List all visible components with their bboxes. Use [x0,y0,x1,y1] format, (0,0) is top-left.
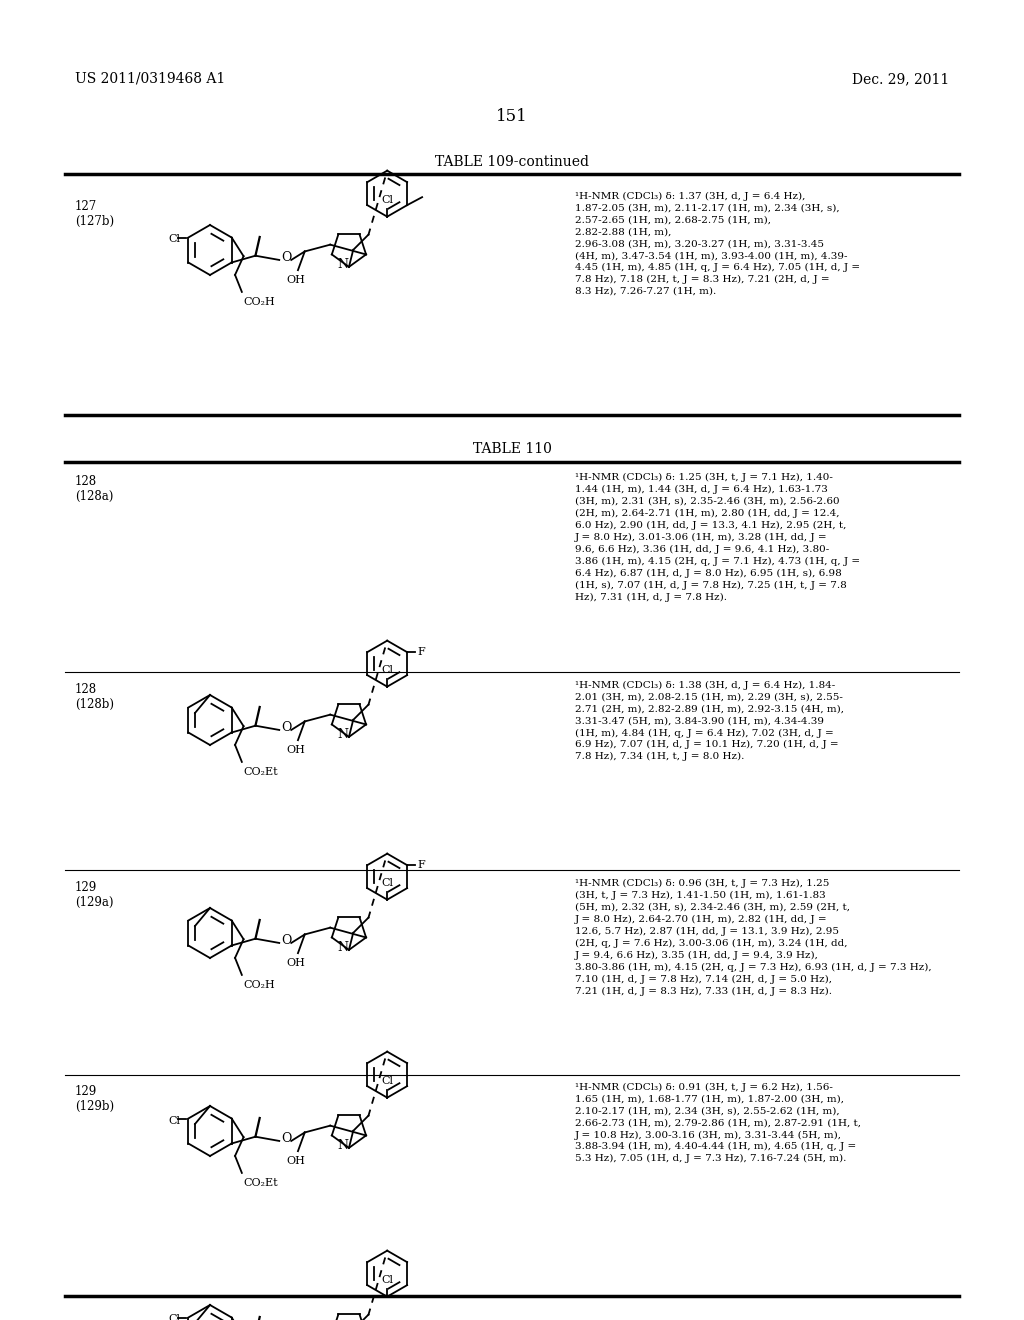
Text: CO₂Et: CO₂Et [244,767,279,777]
Text: 128: 128 [75,475,97,488]
Text: CO₂H: CO₂H [244,297,275,306]
Text: N: N [338,729,348,742]
Text: (129b): (129b) [75,1100,114,1113]
Text: O: O [281,1133,292,1146]
Text: 129: 129 [75,880,97,894]
Text: Cl: Cl [381,1275,393,1284]
Text: Cl: Cl [381,665,393,675]
Text: N: N [338,1139,348,1152]
Text: O: O [281,935,292,948]
Text: TABLE 109-continued: TABLE 109-continued [435,154,589,169]
Text: US 2011/0319468 A1: US 2011/0319468 A1 [75,73,225,86]
Text: OH: OH [287,958,305,968]
Text: TABLE 110: TABLE 110 [472,442,552,455]
Text: Cl: Cl [381,1076,393,1085]
Text: O: O [281,722,292,734]
Text: ¹H-NMR (CDCl₃) δ: 1.25 (3H, t, J = 7.1 Hz), 1.40-
1.44 (1H, m), 1.44 (3H, d, J =: ¹H-NMR (CDCl₃) δ: 1.25 (3H, t, J = 7.1 H… [575,473,860,602]
Text: N: N [338,941,348,954]
Text: N: N [338,259,348,272]
Text: Cl: Cl [168,1315,180,1320]
Text: 127: 127 [75,201,97,213]
Text: Cl: Cl [381,194,393,205]
Text: CO₂Et: CO₂Et [244,1177,279,1188]
Text: OH: OH [287,275,305,285]
Text: 128: 128 [75,682,97,696]
Text: (127b): (127b) [75,215,114,228]
Text: ¹H-NMR (CDCl₃) δ: 1.37 (3H, d, J = 6.4 Hz),
1.87-2.05 (3H, m), 2.11-2.17 (1H, m): ¹H-NMR (CDCl₃) δ: 1.37 (3H, d, J = 6.4 H… [575,191,860,296]
Text: O: O [281,251,292,264]
Text: (128a): (128a) [75,490,114,503]
Text: Cl: Cl [168,1115,180,1126]
Text: CO₂H: CO₂H [244,979,275,990]
Text: OH: OH [287,1156,305,1166]
Text: ¹H-NMR (CDCl₃) δ: 1.38 (3H, d, J = 6.4 Hz), 1.84-
2.01 (3H, m), 2.08-2.15 (1H, m: ¹H-NMR (CDCl₃) δ: 1.38 (3H, d, J = 6.4 H… [575,681,844,762]
Text: Cl: Cl [168,235,180,244]
Text: F: F [417,647,425,657]
Text: Dec. 29, 2011: Dec. 29, 2011 [852,73,949,86]
Text: Cl: Cl [381,878,393,887]
Text: 151: 151 [496,108,528,125]
Text: 129: 129 [75,1085,97,1098]
Text: F: F [417,861,425,870]
Text: OH: OH [287,746,305,755]
Text: (128b): (128b) [75,698,114,711]
Text: ¹H-NMR (CDCl₃) δ: 0.96 (3H, t, J = 7.3 Hz), 1.25
(3H, t, J = 7.3 Hz), 1.41-1.50 : ¹H-NMR (CDCl₃) δ: 0.96 (3H, t, J = 7.3 H… [575,879,932,995]
Text: ¹H-NMR (CDCl₃) δ: 0.91 (3H, t, J = 6.2 Hz), 1.56-
1.65 (1H, m), 1.68-1.77 (1H, m: ¹H-NMR (CDCl₃) δ: 0.91 (3H, t, J = 6.2 H… [575,1082,861,1163]
Text: (129a): (129a) [75,896,114,909]
